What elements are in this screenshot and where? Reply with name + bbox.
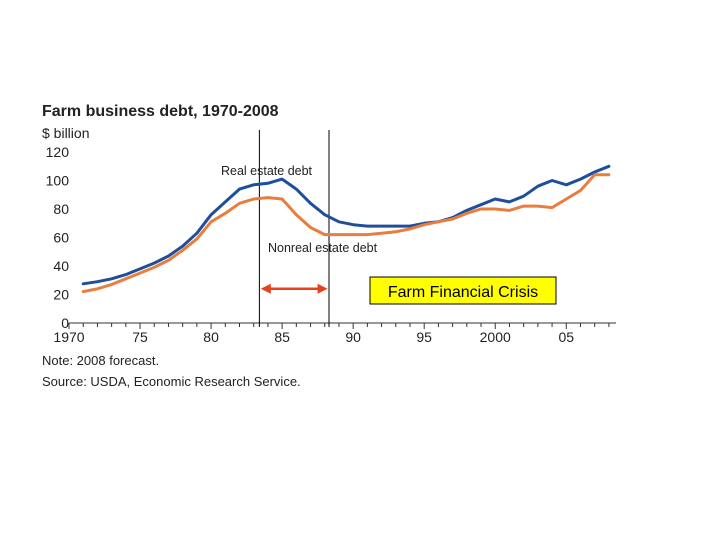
nonreal-estate-series-label: Nonreal estate debt [268, 241, 378, 255]
farm-financial-crisis-callout: Farm Financial Crisis [369, 276, 557, 305]
callout-box [369, 276, 557, 305]
y-tick-label: 80 [53, 201, 69, 217]
arrow-head-right [317, 283, 328, 294]
y-tick-label: 120 [46, 144, 70, 160]
x-tick-label: 95 [416, 329, 432, 345]
x-tick-label: 2000 [480, 329, 511, 345]
arrow-head-left [260, 283, 271, 294]
x-tick-label: 90 [345, 329, 361, 345]
chart-source: Source: USDA, Economic Research Service. [42, 374, 301, 389]
series-lines [81, 164, 611, 294]
chart-note: Note: 2008 forecast. [42, 353, 159, 368]
y-tick-label: 0 [61, 315, 69, 331]
y-tick-label: 100 [46, 173, 70, 189]
y-tick-label: 20 [53, 287, 69, 303]
y-tick-label: 60 [53, 230, 69, 246]
x-tick-label: 05 [558, 329, 574, 345]
crisis-period-arrow [260, 283, 328, 294]
y-axis: 0 20 40 60 80 100 120 [46, 144, 70, 331]
x-tick-label: 1970 [53, 329, 84, 345]
y-axis-unit-label: $ billion [42, 125, 89, 141]
x-tick-label: 85 [274, 329, 290, 345]
nonreal-estate-debt-line [81, 173, 611, 294]
chart-title: Farm business debt, 1970-2008 [42, 103, 279, 120]
callout-text: Farm Financial Crisis [388, 284, 538, 301]
x-axis: 1970 75 80 85 90 95 2000 05 [53, 322, 616, 345]
real-estate-series-label: Real estate debt [221, 164, 313, 178]
x-tick-label: 75 [132, 329, 148, 345]
x-tick-label: 80 [203, 329, 219, 345]
real-estate-debt-line [81, 164, 611, 286]
y-tick-label: 40 [53, 258, 69, 274]
crisis-reference-lines [258, 130, 330, 327]
